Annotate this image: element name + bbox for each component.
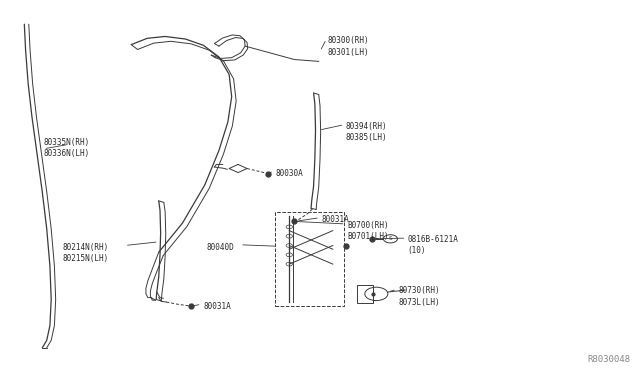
Text: 80040D: 80040D — [206, 243, 234, 251]
Circle shape — [286, 262, 292, 266]
Text: 80730(RH)
8073L(LH): 80730(RH) 8073L(LH) — [398, 286, 440, 307]
Text: S: S — [388, 236, 392, 241]
Text: 80300(RH)
80301(LH): 80300(RH) 80301(LH) — [328, 36, 369, 57]
Text: R8030048: R8030048 — [588, 355, 630, 364]
Text: 80214N(RH)
80215N(LH): 80214N(RH) 80215N(LH) — [63, 243, 109, 263]
Text: B0700(RH)
B0701(LH): B0700(RH) B0701(LH) — [347, 221, 388, 241]
Text: 80031A: 80031A — [321, 215, 349, 224]
Circle shape — [286, 244, 292, 247]
Circle shape — [286, 225, 292, 229]
Text: 80335N(RH)
80336N(LH): 80335N(RH) 80336N(LH) — [44, 138, 90, 158]
Circle shape — [286, 234, 292, 238]
Text: 80030A: 80030A — [275, 169, 303, 177]
Text: 0816B-6121A
(10): 0816B-6121A (10) — [408, 235, 458, 255]
Bar — [275, 212, 344, 306]
Circle shape — [286, 253, 292, 257]
Text: 80031A: 80031A — [204, 302, 231, 311]
Text: 80394(RH)
80385(LH): 80394(RH) 80385(LH) — [346, 122, 387, 142]
Bar — [357, 285, 373, 303]
